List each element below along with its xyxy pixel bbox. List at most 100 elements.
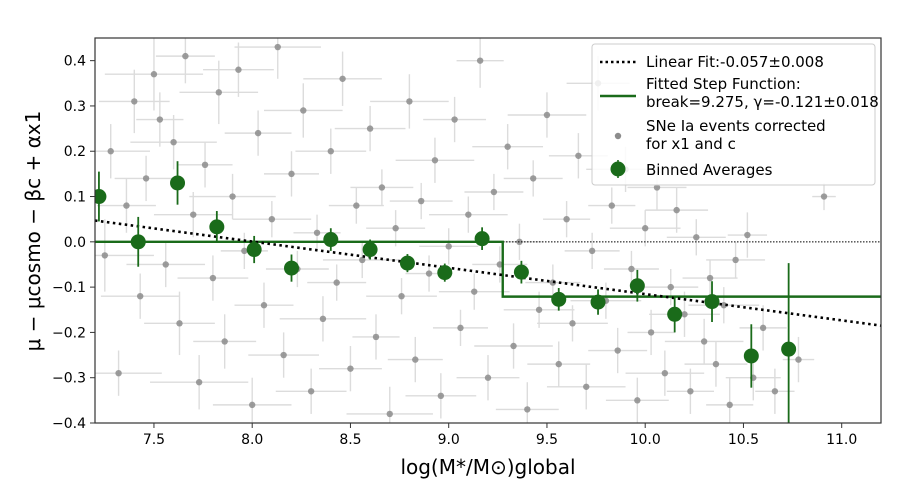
scatter-point [142, 175, 150, 182]
scatter-point [319, 315, 327, 323]
scatter-point [465, 211, 472, 218]
scatter-point [634, 397, 641, 404]
scatter-point [201, 161, 209, 169]
binned-point [362, 242, 378, 258]
scatter-point [353, 202, 360, 209]
scatter-point [681, 311, 688, 318]
scatter-point [162, 261, 169, 268]
scatter-point [457, 324, 464, 332]
x-tick-label: 10.0 [630, 432, 661, 448]
scatter-point [476, 57, 484, 64]
scatter-point [529, 175, 537, 182]
scatter-point [673, 206, 680, 214]
scatter-point [339, 75, 346, 82]
x-tick-label: 9.5 [536, 432, 558, 448]
scatter-point [588, 247, 596, 255]
scatter-point [437, 392, 445, 400]
scatter-point [795, 356, 802, 363]
scatter-point [398, 292, 405, 300]
binned-point [551, 291, 567, 307]
legend-binned-label: Binned Averages [646, 161, 773, 179]
scatter-point [744, 231, 751, 239]
y-tick-label: 0.0 [64, 235, 86, 251]
scatter-point [543, 111, 551, 119]
binned-point [246, 242, 262, 258]
scatter-point [313, 229, 321, 236]
scatter-point [359, 256, 366, 264]
binned-point [209, 219, 225, 235]
scatter-point [115, 369, 122, 377]
scatter-point [771, 388, 779, 395]
scatter-point [136, 292, 144, 300]
scatter-point [445, 243, 452, 250]
scatter-point [575, 152, 582, 159]
scatter-point [642, 225, 649, 232]
scatter-point [720, 302, 727, 309]
scatter-point [235, 66, 242, 73]
scatter-point [268, 215, 276, 223]
scatter-point [628, 265, 635, 273]
x-axis-ticks: 7.5 8.0 8.5 9.0 9.5 10.0 10.5 11.0 [143, 423, 857, 448]
scatter-point [366, 125, 374, 132]
x-tick-label: 9.0 [438, 432, 460, 448]
scatter-point [229, 193, 236, 200]
scatter-point [372, 333, 380, 341]
scatter-point [693, 234, 700, 241]
scatter-point [653, 184, 661, 191]
scatter-point [392, 225, 399, 232]
scatter-point [759, 324, 767, 332]
scatter-point [195, 379, 203, 386]
binned-point [781, 341, 797, 357]
scatter-point [150, 71, 158, 78]
scatter-point [726, 401, 733, 409]
y-tick-label: 0.4 [64, 54, 86, 70]
scatter-point [241, 247, 248, 255]
y-tick-label: −0.3 [52, 371, 86, 387]
step-function-line [95, 240, 881, 298]
binned-point [667, 306, 683, 322]
scatter-point [333, 279, 340, 286]
scatter-point [431, 157, 439, 164]
scatter-point [274, 43, 281, 51]
y-axis-label: μ − μcosmo − βc + αx1 [21, 111, 45, 352]
legend-binned-swatch [610, 161, 626, 177]
x-tick-label: 10.5 [728, 432, 759, 448]
binned-point [590, 294, 606, 310]
axes-frame [94, 37, 882, 424]
legend-scatter-label-line1: SNe Ia events corrected [646, 117, 826, 135]
scatter-point [425, 270, 433, 277]
scatter-point [260, 302, 268, 309]
scatter-point [170, 138, 177, 146]
scatter-point [555, 360, 562, 368]
binned-point [474, 231, 490, 247]
scatter-point [451, 116, 458, 123]
scatter-point [107, 148, 114, 155]
binned-point [704, 294, 720, 310]
binned-point [399, 255, 415, 271]
scatter-point [176, 320, 183, 327]
binned-point [323, 232, 339, 248]
scatter-point [732, 256, 739, 264]
scatter-point [378, 184, 386, 191]
scatter-point [215, 89, 222, 96]
legend-scatter-label-line2: for x1 and c [646, 135, 736, 153]
scatter-point [101, 252, 109, 259]
scatter-point [820, 193, 828, 200]
scatter-point [608, 202, 615, 209]
scatter-point [471, 288, 478, 295]
scatter-point [288, 170, 295, 178]
x-tick-label: 11.0 [826, 432, 857, 448]
scatter-point [123, 202, 130, 209]
scatter-point [347, 365, 354, 372]
legend-scatter-swatch [614, 132, 622, 140]
scatter-point [496, 261, 503, 268]
y-tick-label: 0.2 [64, 144, 86, 160]
legend: Linear Fit:-0.057±0.008 Fitted Step Func… [591, 43, 879, 186]
scatter-point [706, 274, 714, 282]
scatter-point [190, 211, 197, 218]
y-tick-label: −0.1 [52, 280, 86, 296]
scatter-point [661, 369, 669, 377]
scatter-point [406, 98, 413, 105]
scatter-point [307, 388, 315, 395]
